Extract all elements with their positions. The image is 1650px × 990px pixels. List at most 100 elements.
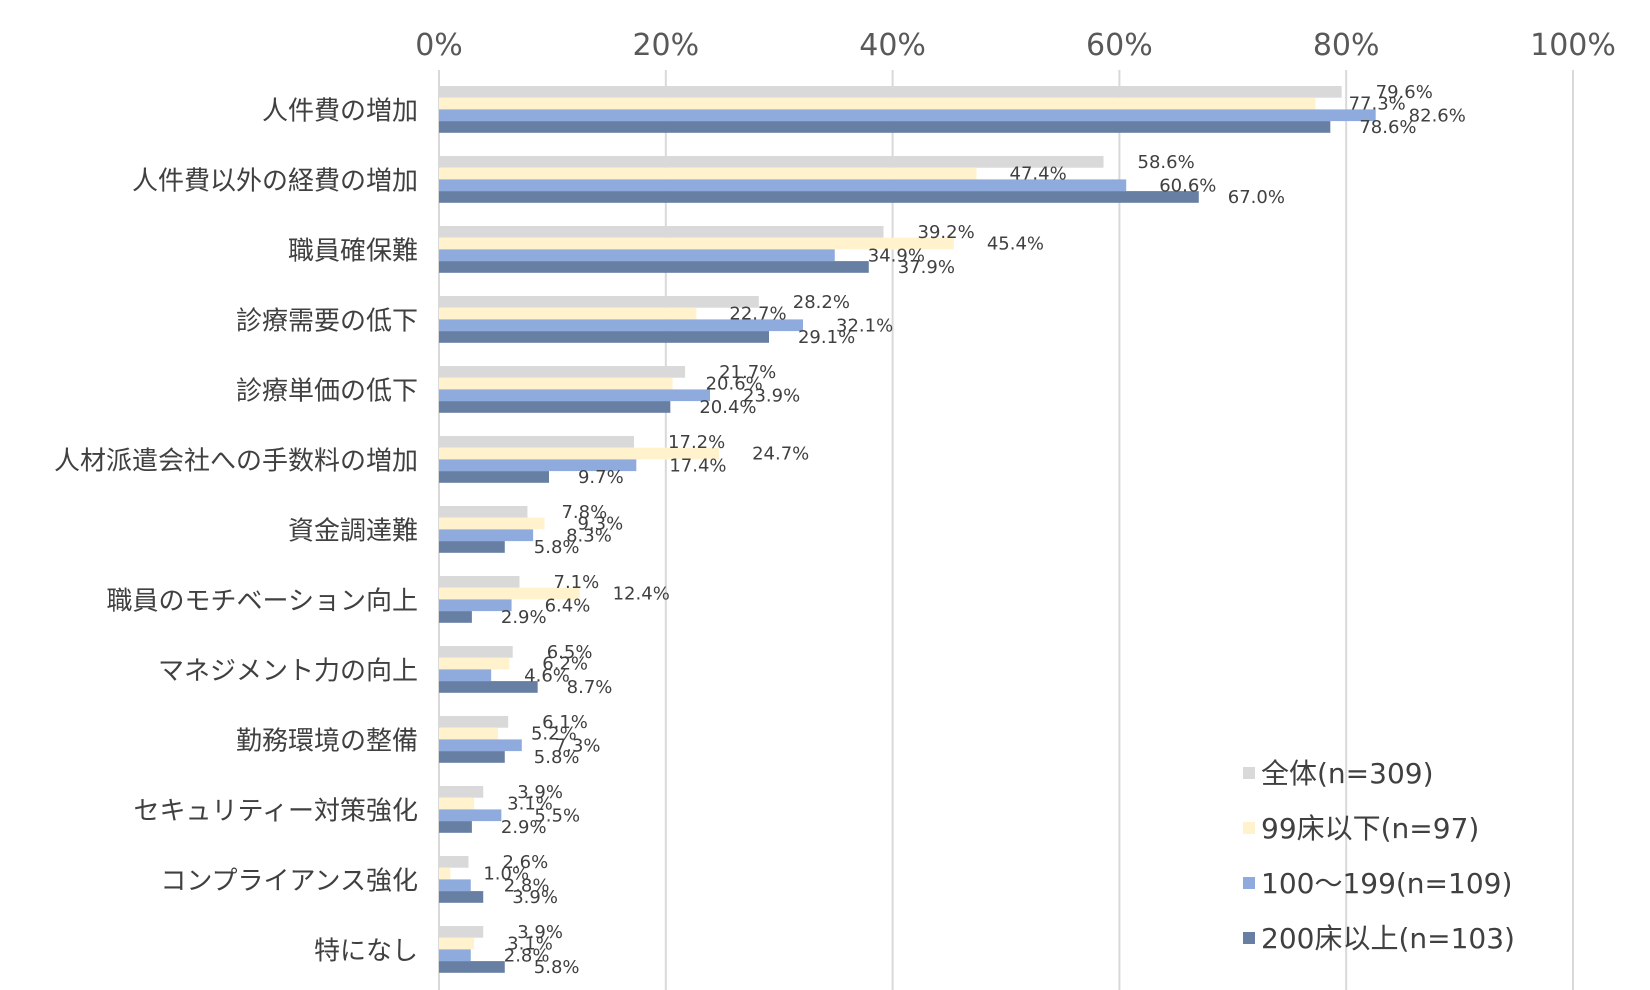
category-label: 勤務環境の整備 [236,726,418,756]
data-label: 47.4% [1010,164,1067,185]
bar [439,121,1331,133]
bar [439,319,804,332]
bar [439,109,1376,122]
bar [439,86,1342,98]
data-label: 21.7% [719,362,776,383]
data-label: 8.7% [567,677,613,698]
data-label: 5.8% [534,747,580,768]
data-label: 24.7% [752,444,809,465]
data-label: 5.5% [534,805,580,826]
bar [439,459,637,472]
data-label: 6.2% [542,654,588,675]
legend-swatch [1243,877,1255,889]
data-label: 7.3% [555,735,601,756]
data-label: 17.2% [668,432,725,453]
bar [439,949,471,962]
bar [439,856,469,868]
bar [439,529,534,542]
data-label: 12.4% [613,584,670,605]
bar [439,821,472,833]
data-label: 9.7% [578,467,624,488]
data-label: 2.8% [504,945,550,966]
bar [439,611,472,623]
bars [439,86,1376,973]
data-label: 78.6% [1359,117,1416,138]
data-label: 2.9% [501,817,547,838]
bar [439,471,549,483]
x-axis-ticks: 0% 20% 40% 60% 80% 100% [415,28,1616,63]
x-tick-label: 60% [1086,28,1153,63]
category-label: 特になし [314,936,418,966]
bar [439,296,759,308]
data-label: 1.0% [483,864,529,885]
data-label: 82.6% [1409,105,1466,126]
category-label: 職員のモチベーション向上 [107,586,418,616]
category-label: 診療需要の低下 [236,306,418,336]
category-label: 資金調達難 [288,516,418,546]
data-label: 7.8% [561,502,607,523]
data-label: 37.9% [898,257,955,278]
bar [439,809,502,822]
bar [439,669,492,682]
bar [439,97,1316,110]
data-label: 3.1% [507,934,553,955]
data-label: 79.6% [1376,82,1433,103]
bar [439,961,505,973]
data-label: 9.3% [577,514,623,535]
data-label: 22.7% [729,304,786,325]
bar [439,436,635,448]
category-label: 職員確保難 [288,236,418,266]
data-labels: 79.6%77.3%82.6%78.6% 58.6% 47.4% 60.6% 67.0%… [483,82,1466,978]
data-label: 2.6% [502,852,548,873]
category-label: 人件費の増加 [262,96,418,126]
bar [439,307,697,320]
legend-label: 全体(n=309) [1261,757,1434,790]
bar [439,517,545,530]
data-label: 6.1% [542,712,588,733]
bar [439,447,720,460]
data-label: 34.9% [868,245,925,266]
bar [439,506,528,518]
category-label: 診療単価の低下 [236,376,418,406]
bar [439,156,1104,168]
data-label: 5.2% [531,724,577,745]
bar [439,797,475,810]
category-label: 人材派遣会社への手数料の増加 [54,446,418,476]
x-tick-label: 80% [1313,28,1380,63]
data-label: 29.1% [798,327,855,348]
data-label: 5.8% [534,537,580,558]
x-tick-label: 20% [632,28,699,63]
data-label: 67.0% [1228,187,1285,208]
legend-swatch [1243,822,1255,834]
bar [439,167,977,180]
data-label: 28.2% [793,292,850,313]
legend-label: 200床以上(n=103) [1261,922,1515,955]
data-label: 3.9% [517,782,563,803]
bar [439,891,484,903]
data-label: 2.9% [501,607,547,628]
bar [439,587,580,600]
bar [439,331,769,343]
bar [439,401,671,413]
data-label: 4.6% [524,665,570,686]
bar [439,681,538,693]
bar [439,751,505,763]
category-label: コンプライアンス強化 [160,866,418,896]
legend-swatch [1243,767,1255,779]
bar [439,226,884,238]
bar [439,389,711,402]
data-label: 23.9% [743,385,800,406]
bar [439,926,484,938]
bar [439,377,673,390]
data-label: 58.6% [1138,152,1195,173]
bar [439,879,471,892]
bar [439,727,498,740]
bar [439,867,451,880]
legend-swatch [1243,932,1255,944]
bar [439,646,513,658]
bar [439,739,522,752]
bar [439,657,510,670]
data-label: 20.6% [706,374,763,395]
legend: 全体(n=309) 99床以下(n=97) 100～199(n=109) 200床以上… [1243,757,1515,955]
data-label: 6.4% [545,595,591,616]
